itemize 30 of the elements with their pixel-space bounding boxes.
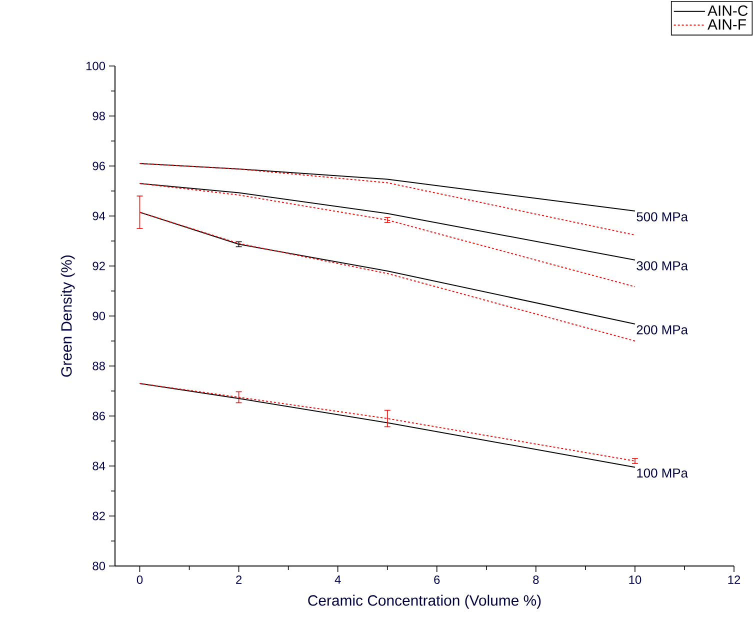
y-tick-label: 90	[92, 312, 106, 320]
x-tick-label: 10	[629, 576, 642, 584]
line-series	[139, 162, 636, 236]
x-tick-label: 4	[334, 576, 341, 584]
y-tick-label: 88	[92, 362, 105, 370]
y-tick-label: 84	[92, 462, 106, 470]
x-tick-label: 2	[236, 576, 242, 584]
y-tick-label: 86	[92, 412, 105, 420]
annotation: 500 MPa	[636, 212, 688, 222]
y-tick-label: 80	[92, 562, 106, 570]
y-tick-label: 94	[92, 212, 106, 220]
x-tick-label: 8	[533, 576, 539, 584]
annotation: 100 MPa	[637, 468, 688, 478]
y-tick-label: 82	[92, 512, 105, 520]
y-tick-label: 100	[86, 62, 106, 70]
line-series	[139, 162, 636, 212]
x-tick-label: 6	[434, 576, 440, 584]
x-tick-label: 0	[136, 576, 143, 584]
line-series	[139, 182, 636, 288]
line-series	[139, 182, 636, 260]
annotation: 200 MPa	[636, 325, 688, 334]
x-tick-label: 12	[728, 576, 740, 584]
y-tick-label: 98	[92, 112, 105, 120]
y-axis-title: Green Density (%)	[60, 255, 75, 377]
y-tick-label: 96	[92, 162, 105, 170]
legend-label: AIN-C	[708, 5, 748, 16]
x-axis-title: Ceramic Concentration (Volume %)	[308, 594, 541, 609]
annotation: 300 MPa	[636, 261, 688, 270]
y-tick-label: 92	[92, 262, 105, 270]
legend-label: AIN-F	[708, 19, 746, 30]
